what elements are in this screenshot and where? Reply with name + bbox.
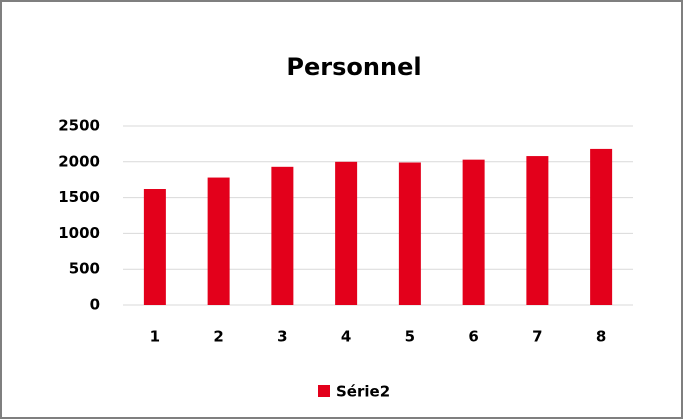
- y-tick-label: 2000: [58, 152, 100, 170]
- bar: [526, 156, 549, 305]
- x-tick-label: 8: [596, 328, 606, 346]
- bar: [143, 189, 166, 305]
- y-tick-label: 0: [90, 296, 100, 314]
- x-tick-label: 4: [341, 328, 351, 346]
- chart-title: Personnel: [286, 53, 421, 81]
- x-tick-label: 5: [405, 328, 415, 346]
- x-tick-label: 6: [468, 328, 478, 346]
- y-tick-label: 2500: [58, 117, 100, 135]
- x-tick-label: 7: [532, 328, 542, 346]
- legend-label: Série2: [336, 383, 390, 401]
- bar: [398, 162, 421, 305]
- bar: [271, 166, 294, 305]
- y-tick-label: 1500: [58, 188, 100, 206]
- y-tick-label: 500: [69, 260, 100, 278]
- x-tick-label: 3: [277, 328, 287, 346]
- bar: [335, 161, 358, 305]
- y-tick-label: 1000: [58, 224, 100, 242]
- x-tick-label: 1: [150, 328, 160, 346]
- x-tick-label: 2: [213, 328, 223, 346]
- bar: [462, 159, 485, 305]
- legend-swatch: [318, 385, 330, 397]
- bar: [590, 148, 613, 305]
- bar: [207, 177, 230, 305]
